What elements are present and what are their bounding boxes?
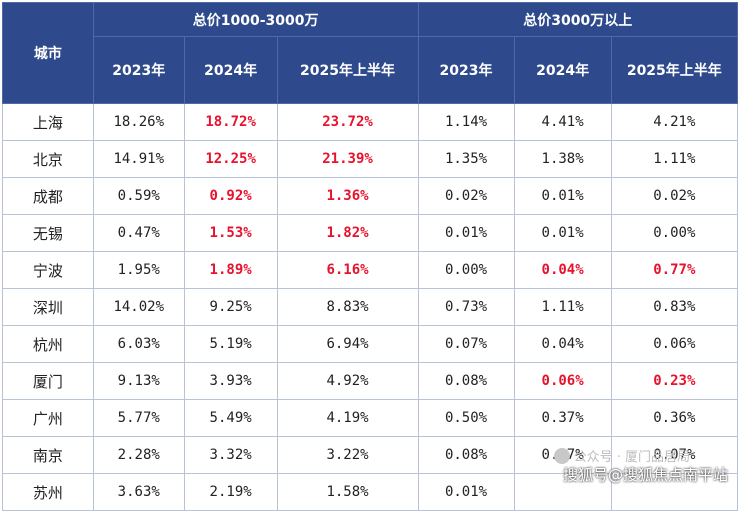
value-cell: 1.95% bbox=[92, 251, 185, 289]
watermark-sohu: 搜狐号@搜狐焦点南平站 bbox=[562, 466, 728, 484]
wechat-icon bbox=[553, 448, 570, 464]
value-cell: 0.08% bbox=[417, 436, 515, 474]
value-cell: 6.03% bbox=[92, 325, 185, 363]
value-cell: 1.58% bbox=[276, 473, 419, 511]
value-cell: 0.83% bbox=[610, 288, 739, 326]
value-cell: 0.02% bbox=[417, 177, 515, 215]
value-cell: 14.02% bbox=[92, 288, 185, 326]
value-cell: 3.93% bbox=[183, 362, 278, 400]
value-cell: 2.19% bbox=[183, 473, 278, 511]
value-cell: 3.32% bbox=[183, 436, 278, 474]
year-header: 2025年上半年 bbox=[610, 36, 739, 104]
value-cell: 9.25% bbox=[183, 288, 278, 326]
value-cell: 4.21% bbox=[610, 103, 739, 141]
city-cell: 广州 bbox=[2, 399, 94, 437]
value-cell: 0.59% bbox=[92, 177, 185, 215]
value-cell: 0.00% bbox=[417, 251, 515, 289]
table-row: 上海 18.26% 18.72% 23.72% 1.14% 4.41% 4.21% bbox=[2, 103, 739, 141]
value-cell: 21.39% bbox=[276, 140, 419, 178]
value-cell: 1.53% bbox=[183, 214, 278, 252]
value-cell: 1.35% bbox=[417, 140, 515, 178]
value-cell: 0.08% bbox=[417, 362, 515, 400]
value-cell: 3.63% bbox=[92, 473, 185, 511]
value-cell: 5.49% bbox=[183, 399, 278, 437]
year-header: 2024年 bbox=[513, 36, 612, 104]
city-column-header: 城市 bbox=[2, 2, 94, 104]
city-cell: 北京 bbox=[2, 140, 94, 178]
table-row: 南京2.28%3.32%3.22%0.08%0.07%0.07% bbox=[2, 436, 739, 474]
value-cell: 0.47% bbox=[92, 214, 185, 252]
value-cell: 0.06% bbox=[610, 325, 739, 363]
city-cell: 杭州 bbox=[2, 325, 94, 363]
value-cell: 0.01% bbox=[513, 214, 612, 252]
city-cell: 宁波 bbox=[2, 251, 94, 289]
value-cell: 0.00% bbox=[610, 214, 739, 252]
value-cell: 0.07% bbox=[417, 325, 515, 363]
watermark-wechat: 公众号 · 厦门品居局 bbox=[553, 446, 690, 465]
value-cell: 9.13% bbox=[92, 362, 185, 400]
table-row: 深圳 14.02% 9.25% 8.83% 0.73% 1.11% 0.83% bbox=[2, 288, 739, 326]
value-cell: 1.38% bbox=[513, 140, 612, 178]
table-row: 厦门 9.13% 3.93% 4.92% 0.08% 0.06% 0.23% bbox=[2, 362, 739, 400]
value-cell: 4.19% bbox=[276, 399, 419, 437]
value-cell: 0.01% bbox=[417, 214, 515, 252]
value-cell: 0.04% bbox=[513, 325, 612, 363]
value-cell: 1.82% bbox=[276, 214, 419, 252]
value-cell: 1.14% bbox=[417, 103, 515, 141]
watermark-wechat-text: 公众号 · 厦门品居局 bbox=[573, 450, 690, 465]
table-row: 宁波 1.95% 1.89% 6.16% 0.00% 0.04% 0.77% bbox=[2, 251, 739, 289]
value-cell: 0.01% bbox=[417, 473, 515, 511]
value-cell: 0.77% bbox=[610, 251, 739, 289]
value-cell: 0.37% bbox=[513, 399, 612, 437]
value-cell: 0.02% bbox=[610, 177, 739, 215]
value-cell: 0.06% bbox=[513, 362, 612, 400]
value-cell: 18.26% bbox=[92, 103, 185, 141]
value-cell: 8.83% bbox=[276, 288, 419, 326]
table-row: 无锡 0.47% 1.53% 1.82% 0.01% 0.01% 0.00% bbox=[2, 214, 739, 252]
value-cell: 18.72% bbox=[183, 103, 278, 141]
value-cell: 0.92% bbox=[183, 177, 278, 215]
value-cell: 12.25% bbox=[183, 140, 278, 178]
value-cell: 4.92% bbox=[276, 362, 419, 400]
value-cell: 1.89% bbox=[183, 251, 278, 289]
value-cell: 1.36% bbox=[276, 177, 419, 215]
city-cell: 厦门 bbox=[2, 362, 94, 400]
value-cell: 3.22% bbox=[276, 436, 419, 474]
city-cell: 苏州 bbox=[2, 473, 94, 511]
value-cell: 1.11% bbox=[513, 288, 612, 326]
year-header: 2023年 bbox=[92, 36, 185, 104]
table-row: 杭州 6.03% 5.19% 6.94% 0.07% 0.04% 0.06% bbox=[2, 325, 739, 363]
value-cell: 0.50% bbox=[417, 399, 515, 437]
city-cell: 上海 bbox=[2, 103, 94, 141]
table-row: 成都 0.59% 0.92% 1.36% 0.02% 0.01% 0.02% bbox=[2, 177, 739, 215]
group-header-1000-3000: 总价1000-3000万 bbox=[92, 2, 419, 37]
value-cell: 0.07% bbox=[610, 436, 739, 474]
group-header-3000-plus: 总价3000万以上 bbox=[417, 2, 738, 37]
year-header: 2025年上半年 bbox=[276, 36, 419, 104]
value-cell: 1.11% bbox=[610, 140, 739, 178]
value-cell: 5.19% bbox=[183, 325, 278, 363]
value-cell: 0.73% bbox=[417, 288, 515, 326]
value-cell: 5.77% bbox=[92, 399, 185, 437]
value-cell: 0.04% bbox=[513, 251, 612, 289]
value-cell: 0.23% bbox=[610, 362, 739, 400]
value-cell: 0.01% bbox=[513, 177, 612, 215]
value-cell: 4.41% bbox=[513, 103, 612, 141]
value-cell: 6.16% bbox=[276, 251, 419, 289]
city-cell: 南京 bbox=[2, 436, 94, 474]
value-cell: 6.94% bbox=[276, 325, 419, 363]
year-header: 2023年 bbox=[417, 36, 515, 104]
value-cell: 2.28% bbox=[92, 436, 185, 474]
value-cell: 23.72% bbox=[276, 103, 419, 141]
city-cell: 深圳 bbox=[2, 288, 94, 326]
value-cell: 0.36% bbox=[610, 399, 739, 437]
table-row: 广州 5.77% 5.49% 4.19% 0.50% 0.37% 0.36% bbox=[2, 399, 739, 437]
table-row: 北京 14.91% 12.25% 21.39% 1.35% 1.38% 1.11% bbox=[2, 140, 739, 178]
city-cell: 无锡 bbox=[2, 214, 94, 252]
year-header: 2024年 bbox=[183, 36, 278, 104]
city-cell: 成都 bbox=[2, 177, 94, 215]
value-cell: 14.91% bbox=[92, 140, 185, 178]
